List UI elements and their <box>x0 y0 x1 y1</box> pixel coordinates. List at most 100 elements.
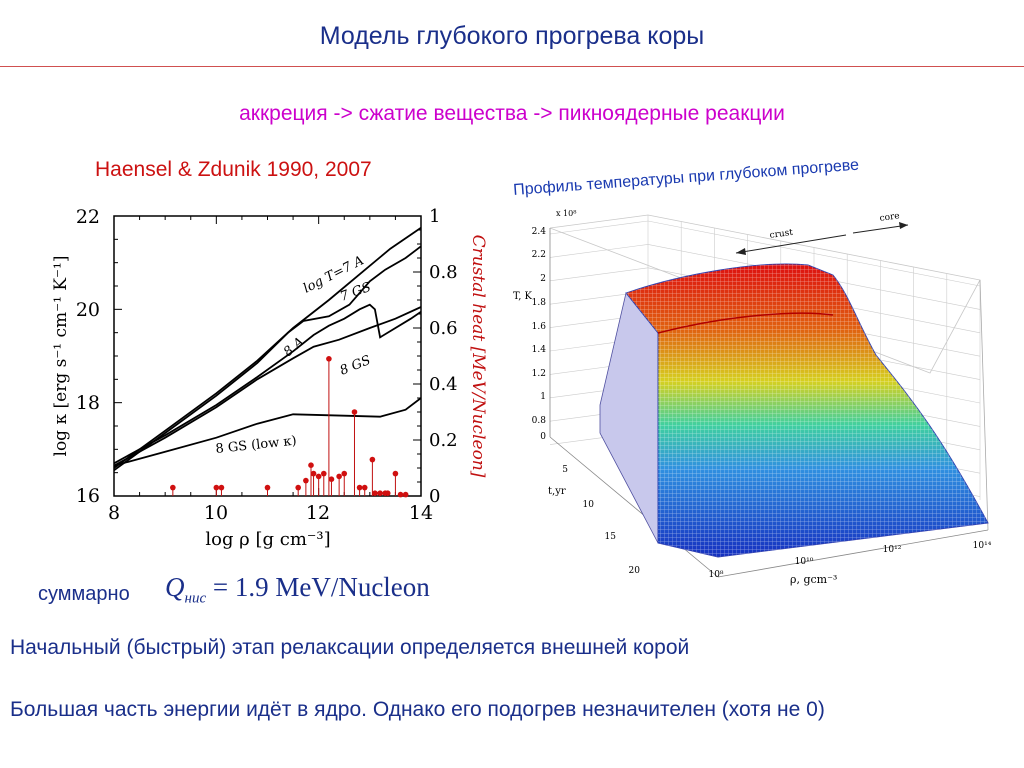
heat-point <box>315 473 322 480</box>
curve-label: 8 GS (low κ) <box>215 434 297 457</box>
t-tick-label: 5 <box>562 465 568 475</box>
heat-point <box>392 470 399 477</box>
formula-symbol: Q <box>165 572 185 602</box>
z-axis-label: T, K <box>513 291 533 302</box>
subtitle: аккреция -> сжатие вещества -> пикноядер… <box>239 102 785 125</box>
z-tick-label: 1 <box>540 392 546 402</box>
y2-tick-label: 0 <box>429 486 440 507</box>
y2-tick-label: 0.4 <box>429 374 458 395</box>
z-tick-label: 1.2 <box>532 369 546 379</box>
crust-arrow <box>735 234 847 254</box>
rho-tick-label: 10¹⁰ <box>795 557 814 567</box>
profile-caption: Профиль температуры при глубоком прогрев… <box>512 156 860 200</box>
grid-line <box>647 220 981 287</box>
heat-point <box>310 470 317 477</box>
z-tick-label: 2.2 <box>532 250 546 260</box>
curves <box>113 226 422 472</box>
heat-point <box>369 456 376 463</box>
series-line <box>113 226 422 469</box>
surface-mesh <box>626 264 988 557</box>
rho-axis-label: ρ, gcm⁻³ <box>790 573 837 586</box>
x-tick-label: 14 <box>409 502 433 524</box>
t-tick-label: 20 <box>629 566 641 576</box>
rho-tick-label: 10⁸ <box>708 570 723 580</box>
heat-point <box>213 484 220 491</box>
sum-label: суммарно <box>38 583 130 605</box>
heat-point <box>326 356 332 362</box>
rho-axis <box>717 529 989 578</box>
opacity-heat-chart: 8 10 12 14 16 18 20 22 0 0.2 0.4 0.6 0.8… <box>51 206 488 550</box>
core-annotation: core <box>879 211 900 224</box>
x-tick-label: 12 <box>306 502 330 524</box>
grid-line <box>549 267 649 282</box>
heat-formula: Qнис = 1.9 MeV/Nucleon <box>165 572 430 607</box>
heat-point <box>356 484 363 491</box>
y-tick-label: 16 <box>76 485 100 507</box>
curve-label: 7 GS <box>338 280 373 305</box>
page-title: Модель глубокого прогрева коры <box>319 22 705 50</box>
right-edge <box>979 279 989 531</box>
series-line <box>113 245 422 472</box>
y2-tick-label: 1 <box>429 206 440 227</box>
body-text-line: Большая часть энергии идёт в ядро. Однак… <box>10 698 825 721</box>
citation: Haensel & Zdunik 1990, 2007 <box>95 158 372 181</box>
x-tick-label: 10 <box>204 502 228 524</box>
z-multiplier: x 10⁸ <box>556 209 576 218</box>
heat-point <box>372 490 378 497</box>
z-tick-label: 1.4 <box>532 345 547 355</box>
heat-point <box>341 470 348 477</box>
grid-line <box>549 244 649 258</box>
z-tick-label: 2.4 <box>532 227 547 237</box>
series-line <box>113 306 422 467</box>
heat-point <box>361 484 368 491</box>
temperature-surface-3d: crust core x 10⁸ T, K 0 0.8 1 1.2 1.4 1.… <box>513 209 992 586</box>
title-divider <box>0 66 1024 67</box>
z-tick-label: 2 <box>540 274 546 284</box>
formula-subscript: нис <box>184 590 207 607</box>
series-line <box>113 303 422 465</box>
t-axis-label: t,yr <box>548 486 566 497</box>
heat-point <box>402 491 409 498</box>
crust-arrow-head <box>736 248 746 255</box>
z-tick-label: 0.8 <box>532 416 547 426</box>
heat-point <box>218 484 225 491</box>
heat-point <box>303 477 309 484</box>
surface-ridge <box>657 312 834 334</box>
core-arrow <box>852 224 909 234</box>
heat-point <box>308 462 314 469</box>
z-tick-label: 1.6 <box>532 322 547 332</box>
heat-point <box>295 484 301 491</box>
heat-point <box>328 476 335 483</box>
surface-left-wall <box>599 292 659 544</box>
heat-point <box>320 470 327 477</box>
t-tick-label: 15 <box>605 532 617 542</box>
t-axis <box>549 436 719 578</box>
x-axis-label: log ρ [g cm⁻³] <box>205 529 330 550</box>
y-tick-label: 18 <box>76 392 100 414</box>
z-tick-label: 0 <box>540 432 546 442</box>
y2-tick-label: 0.8 <box>429 262 458 283</box>
crust-annotation: crust <box>769 228 794 241</box>
heat-point <box>264 484 271 491</box>
heat-point <box>384 490 391 497</box>
heat-point <box>377 490 383 497</box>
formula-value: = 1.9 MeV/Nucleon <box>212 572 430 602</box>
heat-point <box>170 484 176 491</box>
heat-point <box>336 473 342 480</box>
y2-axis-label: Crustal heat [MeV/Nucleon] <box>468 235 488 478</box>
y-tick-label: 20 <box>76 299 100 321</box>
y-axis-label: log κ [erg s⁻¹ cm⁻¹ K⁻¹] <box>51 256 71 457</box>
series-line <box>113 397 422 467</box>
t-tick-label: 10 <box>583 500 595 510</box>
curve-label: 8 GS <box>338 353 373 379</box>
y2-tick-label: 0.2 <box>429 430 458 451</box>
grid-line <box>549 220 649 235</box>
y2-tick-label: 0.6 <box>429 318 458 339</box>
x-tick-label: 8 <box>108 502 120 524</box>
heat-stems <box>170 356 409 498</box>
heat-point <box>397 491 404 498</box>
rho-tick-label: 10¹² <box>883 545 902 555</box>
y-tick-label: 22 <box>76 206 100 228</box>
body-text-line: Начальный (быстрый) этап релаксации опре… <box>10 636 690 659</box>
core-arrow-head <box>899 222 908 229</box>
